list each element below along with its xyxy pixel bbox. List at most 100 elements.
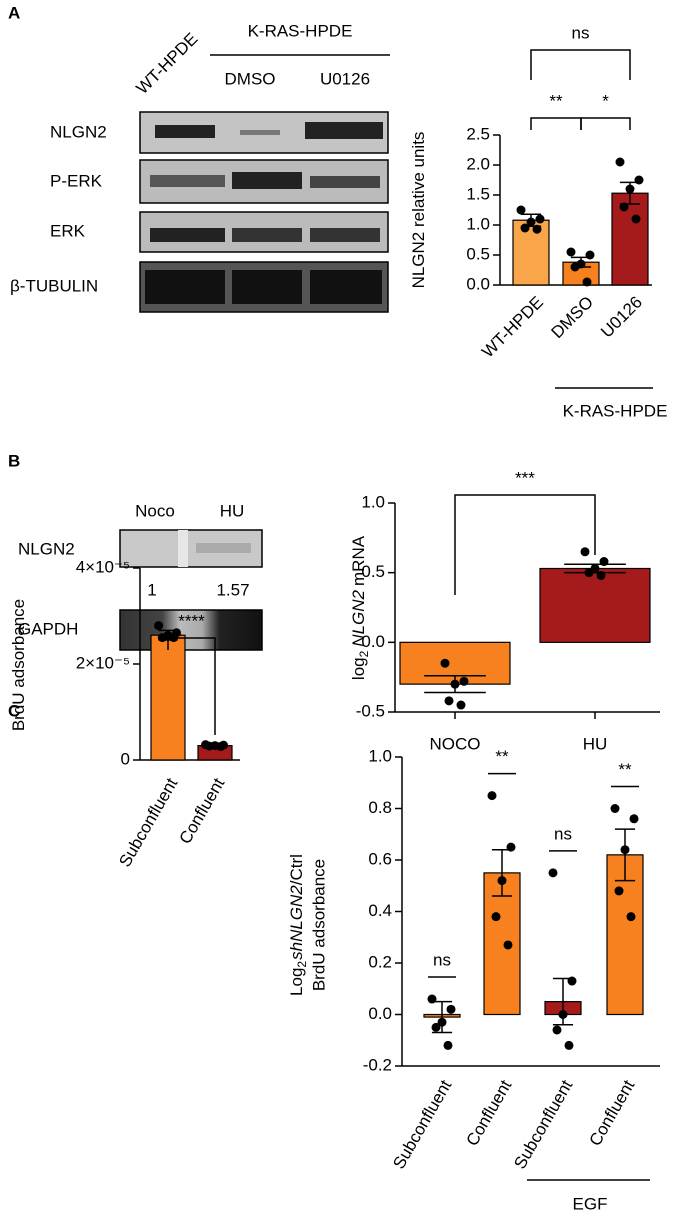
data-point: [584, 568, 594, 578]
group-label: EGF: [573, 1194, 608, 1213]
data-point: [552, 1025, 562, 1035]
data-point: [204, 741, 214, 751]
significance-label: ns: [433, 951, 451, 970]
error-bar: [614, 828, 636, 882]
data-point: [506, 842, 516, 852]
data-point: [596, 570, 606, 580]
data-point: [585, 250, 595, 260]
data-point: [532, 224, 542, 234]
y-tick-label: 1.0: [368, 746, 392, 765]
x-tick-label: Confluent: [463, 1077, 516, 1150]
x-tick-label: Subconfluent: [115, 775, 181, 871]
y-axis-label-part: Log: [287, 968, 306, 996]
x-tick-label: Confluent: [586, 1077, 639, 1150]
y-axis-label-part: NLGN2 relative units: [409, 132, 428, 289]
data-point: [558, 1010, 568, 1019]
x-tick-label: U0126: [597, 293, 646, 342]
data-point: [615, 157, 625, 167]
data-point: [634, 175, 644, 185]
data-point: [444, 696, 454, 706]
data-point: [427, 994, 437, 1004]
significance-label: **: [549, 91, 563, 110]
significance-label: **: [618, 760, 632, 779]
data-point: [564, 1040, 574, 1050]
group-label: K-RAS-HPDE: [248, 21, 353, 40]
y-axis-label: Log2shNLGN2/Ctrl: [287, 854, 309, 996]
data-point: [157, 633, 167, 643]
y-axis-label-part: log: [349, 657, 368, 680]
data-point: [487, 791, 497, 801]
lane-label: WT-HPDE: [133, 29, 202, 98]
y-tick-label: 2.5: [466, 124, 490, 143]
data-point: [625, 184, 635, 194]
data-point: [437, 1017, 447, 1027]
y-tick-label: 1.0: [466, 214, 490, 233]
bar: [611, 192, 649, 286]
data-point: [620, 845, 630, 855]
bar: [150, 634, 186, 761]
chart: 0.0 0.5 1.0 1.5 2.0 2.5 NLGN2 relative units WT…: [409, 23, 667, 420]
y-tick-label: 1.5: [466, 184, 490, 203]
bar: [512, 219, 550, 286]
data-point: [216, 742, 226, 752]
panel-label: C: [8, 701, 20, 720]
data-point: [626, 912, 636, 922]
y-tick-label: 0.8: [368, 798, 392, 817]
significance-label: ns: [554, 824, 572, 843]
lane-label: U0126: [320, 69, 370, 88]
y-tick-label: 2.0: [466, 154, 490, 173]
bar: [606, 854, 644, 1016]
lane-label: Noco: [135, 501, 175, 520]
y-axis-label: NLGN2 relative units: [409, 132, 428, 289]
data-point: [631, 214, 641, 224]
data-point: [614, 886, 624, 896]
data-point: [580, 547, 590, 557]
data-point: [154, 621, 164, 631]
lane-label: DMSO: [225, 69, 276, 88]
y-tick-label: 2×10⁻⁵: [76, 653, 130, 672]
bar: [539, 567, 651, 643]
lane-label: HU: [220, 501, 245, 520]
data-point: [535, 214, 545, 224]
significance-bracket: [530, 49, 631, 80]
data-point: [456, 700, 466, 710]
significance-label: ****: [178, 611, 205, 630]
blot: [139, 111, 389, 313]
group-label: K-RAS-HPDE: [563, 401, 668, 420]
data-point: [526, 217, 536, 227]
y-tick-label: 0.0: [466, 274, 490, 293]
y-tick-label: 0.0: [361, 632, 385, 651]
y-tick-label: 1.0: [361, 492, 385, 511]
row-label: P-ERK: [50, 171, 103, 190]
data-point: [443, 1040, 453, 1050]
data-point: [548, 868, 558, 878]
significance-bracket: [167, 637, 216, 735]
chart: -0.5 0.0 0.5 1.0 log2 NLGN2 mRNA NOCO HU ***: [349, 468, 660, 753]
y-axis-label: BrdU adsorbance: [9, 599, 28, 731]
y-tick-label: 0.2: [368, 952, 392, 971]
x-tick-label: NOCO: [430, 734, 481, 753]
x-tick-label: WT-HPDE: [478, 293, 547, 362]
y-tick-label: 0.4: [368, 901, 392, 920]
data-point: [599, 557, 609, 567]
y-axis-label-part: /Ctrl: [287, 854, 306, 885]
y-axis-label-part: mRNA: [349, 535, 368, 586]
y-tick-label: -0.2: [363, 1055, 392, 1074]
y-axis-label: log2 NLGN2 mRNA: [349, 535, 371, 680]
y-tick-label: 0.0: [368, 1004, 392, 1023]
y-tick-label: 0.5: [361, 562, 385, 581]
significance-label: **: [495, 747, 509, 766]
significance-bracket: [580, 117, 631, 130]
x-tick-label: Confluent: [176, 775, 229, 848]
data-point: [629, 814, 639, 824]
y-tick-label: 4×10⁻⁵: [76, 557, 130, 576]
data-point: [440, 658, 450, 668]
row-label: GAPDH: [18, 619, 78, 638]
chart: 0 2×10⁻⁵ 4×10⁻⁵ BrdU adsorbance Subconfluent…: [9, 557, 240, 870]
significance-bracket: [530, 117, 582, 130]
y-axis-label-part: shNLGN2: [287, 885, 306, 960]
data-point: [446, 1004, 456, 1014]
row-label: NLGN2: [50, 122, 107, 141]
panel-label: A: [8, 3, 20, 22]
